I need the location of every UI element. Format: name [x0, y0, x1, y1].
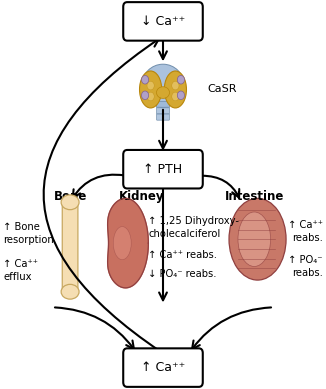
- Ellipse shape: [141, 91, 149, 100]
- FancyBboxPatch shape: [123, 349, 203, 387]
- Text: ↑ Ca⁺⁺ reabs.: ↑ Ca⁺⁺ reabs.: [148, 250, 217, 260]
- Ellipse shape: [177, 91, 185, 100]
- Ellipse shape: [140, 71, 162, 108]
- Ellipse shape: [172, 92, 179, 101]
- Ellipse shape: [142, 64, 184, 107]
- FancyBboxPatch shape: [62, 200, 78, 294]
- Ellipse shape: [164, 71, 186, 108]
- Text: ↑ PO₄⁻
reabs.: ↑ PO₄⁻ reabs.: [288, 255, 323, 278]
- Text: ↓ Ca⁺⁺: ↓ Ca⁺⁺: [141, 15, 185, 28]
- FancyBboxPatch shape: [156, 108, 170, 114]
- FancyBboxPatch shape: [123, 2, 203, 41]
- Text: ↑ Ca⁺⁺: ↑ Ca⁺⁺: [141, 361, 185, 374]
- FancyBboxPatch shape: [123, 150, 203, 189]
- Ellipse shape: [238, 212, 271, 266]
- Text: ↑ PTH: ↑ PTH: [143, 163, 183, 176]
- Text: ↑ 1,25 Dihydroxy-
cholecalciferol: ↑ 1,25 Dihydroxy- cholecalciferol: [148, 216, 239, 239]
- Text: CaSR: CaSR: [207, 84, 236, 95]
- Ellipse shape: [113, 226, 131, 260]
- Text: ↑ Ca⁺⁺
efflux: ↑ Ca⁺⁺ efflux: [3, 259, 38, 282]
- Ellipse shape: [177, 75, 185, 84]
- FancyBboxPatch shape: [156, 114, 170, 120]
- Text: Kidney: Kidney: [119, 190, 165, 203]
- Ellipse shape: [172, 81, 179, 90]
- Ellipse shape: [147, 92, 154, 101]
- Ellipse shape: [147, 81, 154, 90]
- Polygon shape: [108, 198, 148, 288]
- Ellipse shape: [229, 198, 286, 280]
- Text: Bone: Bone: [53, 190, 87, 203]
- FancyBboxPatch shape: [156, 102, 170, 108]
- Ellipse shape: [61, 284, 79, 299]
- Text: Intestine: Intestine: [225, 190, 284, 203]
- Ellipse shape: [156, 87, 170, 98]
- Text: ↓ PO₄⁻ reabs.: ↓ PO₄⁻ reabs.: [148, 269, 217, 279]
- Text: ↑ Ca⁺⁺
reabs.: ↑ Ca⁺⁺ reabs.: [288, 220, 323, 243]
- Ellipse shape: [61, 195, 79, 210]
- Ellipse shape: [141, 75, 149, 84]
- Text: ↑ Bone
resorption: ↑ Bone resorption: [3, 222, 54, 245]
